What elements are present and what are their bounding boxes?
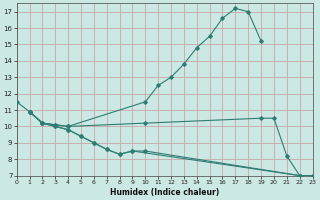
X-axis label: Humidex (Indice chaleur): Humidex (Indice chaleur) (110, 188, 219, 197)
